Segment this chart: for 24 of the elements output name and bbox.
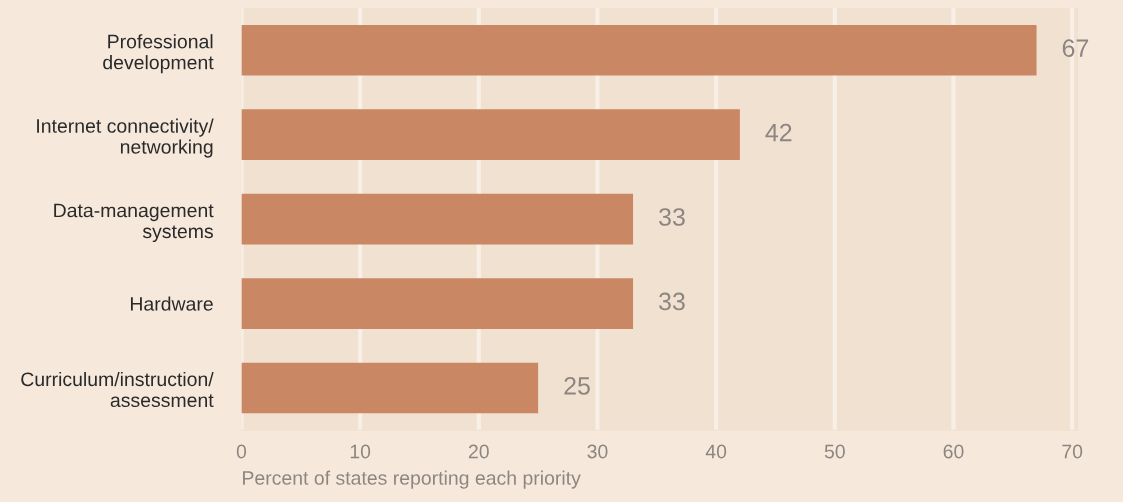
y-tick-label: Curriculum/instruction/ assessment	[21, 371, 214, 408]
y-tick-label: Hardware	[130, 296, 213, 311]
x-tick-label: 0	[236, 444, 247, 459]
bar	[241, 193, 634, 245]
bar	[241, 278, 634, 329]
x-tick-label: 30	[587, 444, 608, 459]
y-tick-label: Professional development	[103, 34, 214, 74]
bar	[241, 24, 1037, 76]
data-label: 67	[1062, 39, 1089, 57]
x-axis-title: Percent of states reporting each priority	[243, 470, 581, 489]
x-tick-label: 10	[350, 444, 371, 459]
x-tick-label: 20	[468, 444, 489, 459]
y-tick-label: Internet connectivity/ networking	[37, 118, 214, 158]
x-tick-label: 60	[943, 444, 964, 459]
data-label: 25	[564, 377, 590, 395]
x-tick-label: 50	[824, 444, 845, 459]
data-label: 33	[659, 292, 685, 311]
y-tick-label: Data-management systems	[54, 203, 214, 243]
bar	[241, 109, 740, 161]
data-label: 33	[659, 208, 685, 226]
x-tick-label: 70	[1062, 444, 1083, 459]
data-label: 42	[765, 123, 792, 142]
bar	[241, 362, 539, 414]
x-tick-label: 40	[705, 444, 727, 459]
